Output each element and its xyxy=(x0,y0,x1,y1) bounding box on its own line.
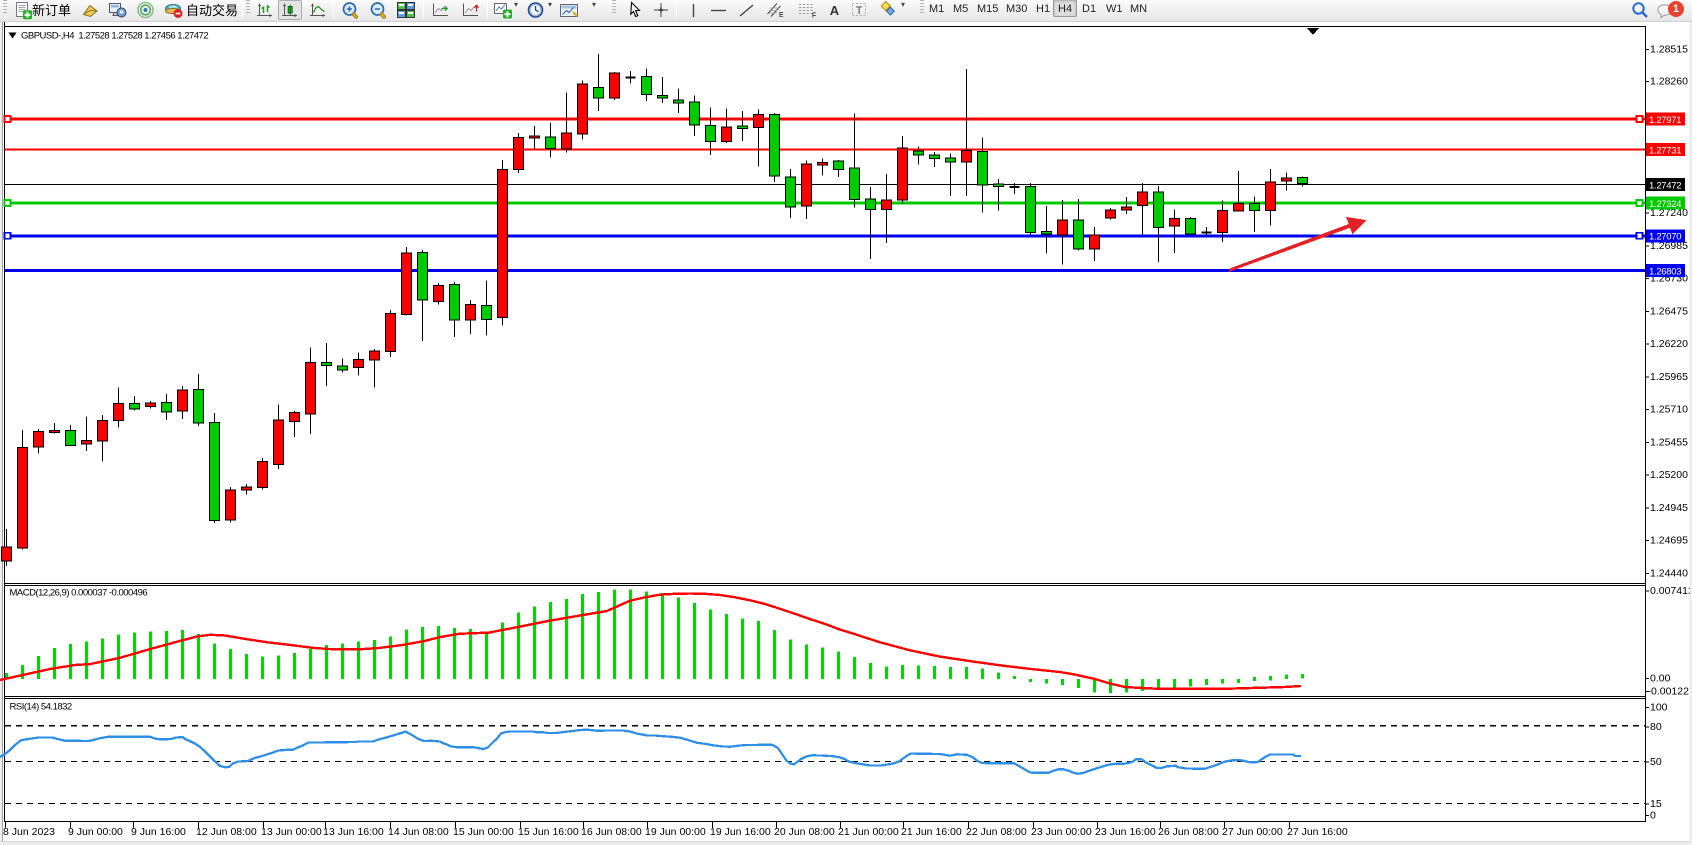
svg-text:15 Jun 16:00: 15 Jun 16:00 xyxy=(518,826,579,838)
svg-text:27 Jun 00:00: 27 Jun 00:00 xyxy=(1222,826,1283,838)
svg-text:100: 100 xyxy=(1650,702,1668,714)
svg-text:0.007412: 0.007412 xyxy=(1650,585,1692,597)
svg-text:GBPUSD-,H4 1.27528 1.27528 1.: GBPUSD-,H4 1.27528 1.27528 1.27456 1.274… xyxy=(21,31,208,42)
svg-text:1.25455: 1.25455 xyxy=(1650,436,1688,448)
svg-text:1.27070: 1.27070 xyxy=(1649,232,1681,243)
svg-text:13 Jun 16:00: 13 Jun 16:00 xyxy=(323,826,384,838)
svg-text:12 Jun 08:00: 12 Jun 08:00 xyxy=(196,826,257,838)
svg-text:1.25200: 1.25200 xyxy=(1650,469,1688,481)
svg-text:19 Jun 00:00: 19 Jun 00:00 xyxy=(645,826,706,838)
svg-text:1.28260: 1.28260 xyxy=(1650,76,1688,88)
svg-text:50: 50 xyxy=(1650,756,1662,768)
svg-text:1.27731: 1.27731 xyxy=(1649,145,1681,156)
svg-text:0: 0 xyxy=(1650,810,1656,822)
svg-text:1.27472: 1.27472 xyxy=(1649,180,1681,191)
svg-text:1.26475: 1.26475 xyxy=(1650,305,1688,317)
svg-text:22 Jun 08:00: 22 Jun 08:00 xyxy=(966,826,1027,838)
svg-text:1.26220: 1.26220 xyxy=(1650,338,1688,350)
svg-text:15: 15 xyxy=(1650,798,1662,810)
svg-text:26 Jun 08:00: 26 Jun 08:00 xyxy=(1158,826,1219,838)
svg-text:1.25965: 1.25965 xyxy=(1650,371,1688,383)
svg-text:1.26803: 1.26803 xyxy=(1649,267,1681,278)
svg-text:1.27324: 1.27324 xyxy=(1649,199,1681,210)
svg-text:1.24440: 1.24440 xyxy=(1650,568,1688,580)
svg-text:80: 80 xyxy=(1650,721,1662,733)
svg-text:27 Jun 16:00: 27 Jun 16:00 xyxy=(1287,826,1348,838)
svg-text:1.24695: 1.24695 xyxy=(1650,535,1688,547)
svg-text:8 Jun 2023: 8 Jun 2023 xyxy=(3,826,55,838)
svg-text:20 Jun 08:00: 20 Jun 08:00 xyxy=(774,826,835,838)
svg-text:RSI(14) 54.1832: RSI(14) 54.1832 xyxy=(10,702,72,713)
svg-text:1.25710: 1.25710 xyxy=(1650,404,1688,416)
svg-text:19 Jun 16:00: 19 Jun 16:00 xyxy=(710,826,771,838)
svg-text:-0.001226: -0.001226 xyxy=(1648,685,1692,697)
svg-text:21 Jun 16:00: 21 Jun 16:00 xyxy=(901,826,962,838)
svg-text:1.27240: 1.27240 xyxy=(1650,207,1688,219)
svg-text:1.28515: 1.28515 xyxy=(1650,44,1688,56)
svg-text:15 Jun 00:00: 15 Jun 00:00 xyxy=(453,826,514,838)
svg-text:14 Jun 08:00: 14 Jun 08:00 xyxy=(388,826,449,838)
svg-text:0.00: 0.00 xyxy=(1650,673,1671,685)
svg-text:9 Jun 00:00: 9 Jun 00:00 xyxy=(68,826,123,838)
svg-text:1.24945: 1.24945 xyxy=(1650,502,1688,514)
svg-text:23 Jun 16:00: 23 Jun 16:00 xyxy=(1095,826,1156,838)
svg-text:1.27971: 1.27971 xyxy=(1649,115,1681,126)
svg-text:21 Jun 00:00: 21 Jun 00:00 xyxy=(838,826,899,838)
svg-text:MACD(12,26,9) 0.000037 -0.0004: MACD(12,26,9) 0.000037 -0.000496 xyxy=(10,588,148,599)
svg-text:13 Jun 00:00: 13 Jun 00:00 xyxy=(261,826,322,838)
svg-text:1.26985: 1.26985 xyxy=(1650,240,1688,252)
svg-text:16 Jun 08:00: 16 Jun 08:00 xyxy=(581,826,642,838)
svg-text:23 Jun 00:00: 23 Jun 00:00 xyxy=(1031,826,1092,838)
svg-text:E: E xyxy=(779,12,784,19)
svg-text:T: T xyxy=(856,5,863,17)
svg-text:F: F xyxy=(812,13,816,20)
svg-text:9 Jun 16:00: 9 Jun 16:00 xyxy=(131,826,186,838)
